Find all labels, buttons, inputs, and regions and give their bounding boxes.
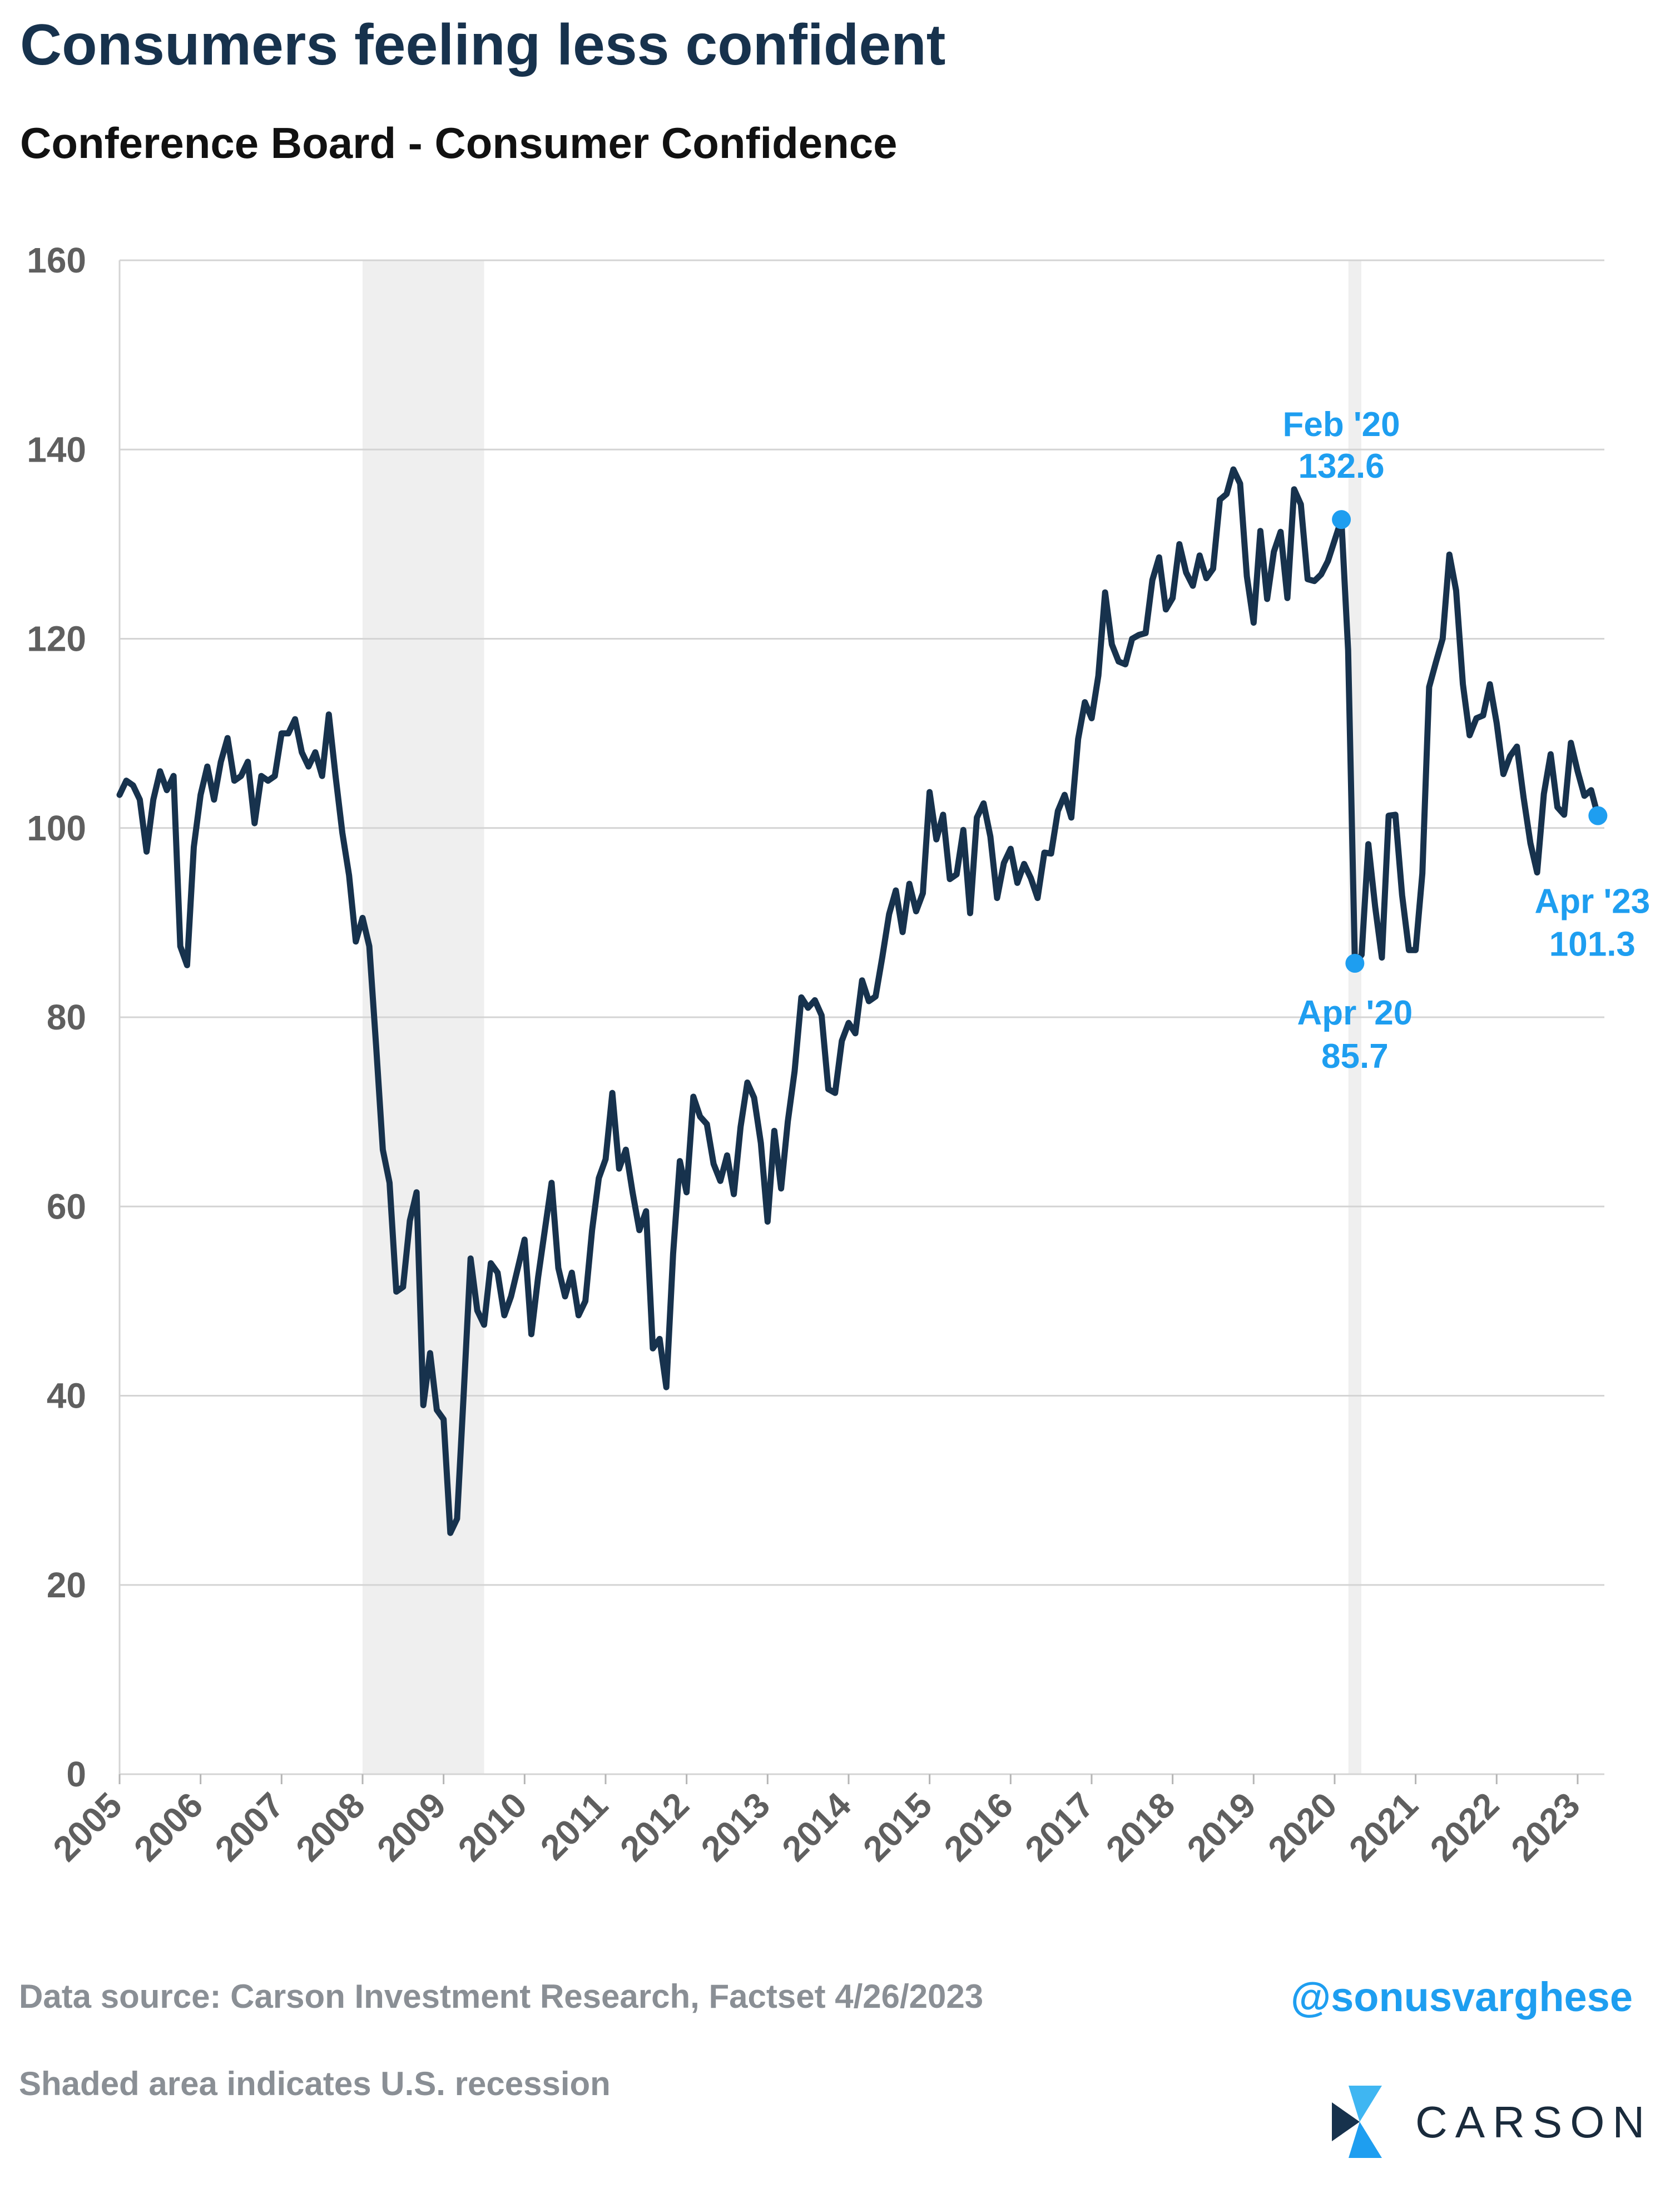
x-tick-label: 2006 xyxy=(126,1785,211,1869)
annotation-marker xyxy=(1588,806,1608,825)
x-tick-label: 2019 xyxy=(1180,1785,1264,1869)
x-tick-label: 2022 xyxy=(1423,1785,1507,1869)
annotation-date-label: Feb '20 xyxy=(1282,405,1400,444)
annotation-date-label: Apr '23 xyxy=(1534,883,1650,921)
annotation-value-label: 85.7 xyxy=(1321,1037,1389,1076)
x-tick-label: 2008 xyxy=(288,1785,373,1869)
carson-logo-mark-icon xyxy=(1332,2086,1382,2158)
carson-logo: CARSON xyxy=(1326,2080,1644,2164)
x-tick-label: 2005 xyxy=(45,1785,130,1869)
data-source-note: Data source: Carson Investment Research,… xyxy=(19,1978,984,2015)
x-tick-label: 2016 xyxy=(936,1785,1021,1869)
series-line-layer xyxy=(116,466,1601,1536)
annotation-marker xyxy=(1332,510,1351,529)
x-tick-label: 2020 xyxy=(1260,1785,1345,1869)
chart-subtitle: Conference Board - Consumer Confidence xyxy=(20,118,898,167)
author-handle[interactable]: @sonusvarghese xyxy=(1290,1974,1633,2020)
y-tick-label: 140 xyxy=(27,429,86,469)
x-tick-labels: 2005200620072008200920102011201220132014… xyxy=(45,1785,1588,1869)
carson-logo-text: CARSON xyxy=(1415,2097,1653,2147)
y-tick-label: 60 xyxy=(47,1186,86,1226)
y-tick-label: 100 xyxy=(27,808,86,848)
x-tick-label: 2012 xyxy=(612,1785,697,1869)
annotation-value-label: 132.6 xyxy=(1299,447,1385,486)
gridlines xyxy=(120,259,1604,1586)
axes xyxy=(118,260,1604,1784)
x-tick-label: 2017 xyxy=(1017,1785,1102,1869)
y-tick-labels: 0 20 40 60 80 100 120 140 160 xyxy=(27,240,86,1794)
y-tick-label: 40 xyxy=(47,1376,86,1416)
x-tick-label: 2013 xyxy=(693,1785,778,1869)
y-tick-label: 0 xyxy=(66,1754,86,1794)
y-tick-label: 20 xyxy=(47,1565,86,1605)
x-tick-label: 2014 xyxy=(774,1785,859,1869)
annotation-date-label: Apr '20 xyxy=(1297,994,1413,1032)
annotation-value-label: 101.3 xyxy=(1549,925,1636,964)
recession-note: Shaded area indicates U.S. recession xyxy=(19,2065,611,2102)
x-tick-label: 2021 xyxy=(1341,1785,1426,1869)
y-tick-label: 120 xyxy=(27,619,86,659)
x-tick-label: 2011 xyxy=(533,1785,616,1868)
x-tick-label: 2007 xyxy=(207,1785,292,1869)
y-tick-label: 80 xyxy=(47,997,86,1037)
annotation-marker xyxy=(1345,954,1365,973)
x-tick-label: 2009 xyxy=(369,1785,454,1869)
page-title: Consumers feeling less confident xyxy=(20,13,946,77)
y-tick-label: 160 xyxy=(27,240,86,280)
x-tick-label: 2018 xyxy=(1098,1785,1183,1869)
x-tick-label: 2023 xyxy=(1503,1785,1588,1869)
x-tick-label: 2015 xyxy=(855,1785,940,1869)
x-tick-label: 2010 xyxy=(450,1785,535,1869)
series-line xyxy=(116,466,1601,1536)
